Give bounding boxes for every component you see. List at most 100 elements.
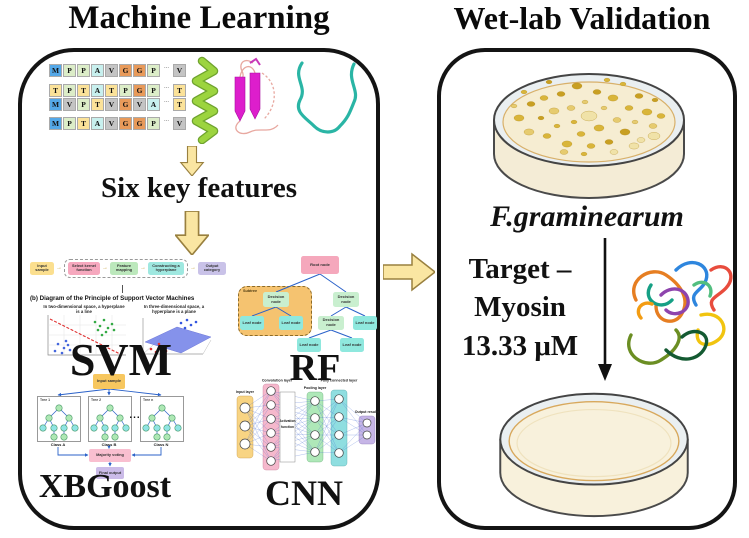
beta-sheet-icon — [234, 57, 279, 135]
six-key-features-label: Six key features — [100, 172, 297, 204]
residue-cell: M — [49, 117, 62, 130]
rf-decision-node: Decision node — [333, 292, 359, 307]
residue-cell: P — [147, 84, 160, 97]
xgboost-input-box: Input sample — [93, 374, 125, 389]
cnn-activation-label: Activation function — [280, 419, 296, 429]
target-annotation: Target – Myosin 13.33 μM — [440, 250, 600, 365]
tree-label: Tree 2 — [91, 398, 102, 402]
svm-caption: (b) Diagram of the Principle of Support … — [30, 295, 195, 302]
residue-cell: P — [63, 64, 76, 77]
xgboost-label: XBGoost — [38, 468, 172, 505]
residue-cell: G — [133, 117, 146, 130]
svm-label: SVM — [69, 334, 173, 385]
coil-structure-icon — [296, 61, 358, 134]
target-line-1: Target – — [468, 253, 572, 285]
petri-dish-empty — [499, 392, 689, 518]
residue-cell: T — [173, 98, 186, 111]
residue-cell: P — [147, 64, 160, 77]
rf-decision-node: Decision node — [263, 292, 289, 307]
residue-cell: T — [91, 98, 104, 111]
residue-cell: G — [119, 117, 132, 130]
cnn-conv-label: Convolution layer — [262, 379, 293, 383]
target-line-3: 13.33 μM — [461, 329, 579, 362]
residue-cell: T — [105, 84, 118, 97]
residue-cell: G — [133, 84, 146, 97]
residue-cell: P — [119, 84, 132, 97]
colonies — [510, 77, 666, 157]
tree-label: Tree 1 — [40, 398, 51, 402]
svm-flow-kernel: Select kernel function — [68, 262, 100, 275]
rf-label: RF — [289, 347, 341, 389]
residue-cell: P — [77, 98, 90, 111]
svm-3d-label: In three-dimensional space, a hyperplane… — [143, 304, 205, 315]
rf-connections — [251, 273, 366, 339]
residue-cell: M — [49, 98, 62, 111]
ml-title: Machine Learning — [68, 0, 330, 36]
svm-flowchart: Input sample → Select kernel function → … — [30, 259, 226, 278]
xgboost-diagram: Input sample Tree 1 Tree 2 ... Tree n Cl… — [30, 372, 190, 480]
residue-cell: A — [91, 64, 104, 77]
svm-flow-core: Select kernel function → Feature mapping… — [64, 259, 188, 278]
residue-cell: M — [49, 64, 62, 77]
cnn-fc-label: Fully connected layer — [321, 379, 358, 383]
xgboost-voting-box: Majority voting — [89, 449, 131, 462]
myosin-structure-icon — [627, 260, 733, 365]
rf-diagram: Subtree Root node Decision node Decision… — [237, 250, 389, 358]
residue-cell: T — [77, 117, 90, 130]
cnn-neurons — [239, 386, 372, 466]
rf-leaf-node: Leaf node — [279, 316, 303, 330]
wetlab-title: Wet-lab Validation — [453, 0, 711, 36]
residue-cell: V — [173, 64, 186, 77]
residue-cell: P — [63, 84, 76, 97]
svm-flow-hyperplane: Constructing a hyperplane — [148, 262, 184, 275]
ellipsis: ... — [129, 410, 141, 421]
alpha-helix-icon — [191, 56, 219, 144]
connector-line — [122, 285, 123, 293]
residue-cell: T — [49, 84, 62, 97]
petri-dish-colonies — [493, 73, 685, 199]
sequence-alignment: M P P A V G G P... V T P T A T P G P... T M V P T V G V A... T M P T A… — [49, 64, 186, 130]
rf-leaf-node: Leaf node — [340, 338, 364, 352]
residue-cell: A — [91, 117, 104, 130]
residue-cell: T — [173, 84, 186, 97]
target-line-2: Myosin — [474, 291, 566, 324]
down-arrow-icon — [179, 146, 205, 176]
residue-cell: P — [147, 117, 160, 130]
residue-cell: V — [63, 98, 76, 111]
cnn-pooling-label: Pooling layer — [304, 386, 327, 390]
xgboost-final-box: Final output — [96, 467, 124, 479]
svm-flow-mapping: Feature mapping — [110, 262, 138, 275]
residue-cell: G — [133, 64, 146, 77]
rf-root-node: Root node — [301, 256, 339, 274]
down-arrow-icon — [175, 211, 209, 255]
residue-cell: G — [119, 98, 132, 111]
rf-leaf-node: Leaf node — [240, 316, 264, 330]
residue-cell: V — [105, 64, 118, 77]
residue-cell: V — [133, 98, 146, 111]
organism-label: F.graminearum — [490, 200, 684, 233]
right-arrow-icon: → — [102, 265, 108, 272]
cnn-diagram: Activation function Input layer Convoluti… — [236, 379, 379, 471]
right-arrow-icon: → — [56, 265, 62, 272]
rf-decision-node: Decision node — [318, 316, 344, 330]
residue-cell: A — [91, 84, 104, 97]
svm-2d-label: In two-dimensional space, a hyperplane i… — [43, 304, 125, 315]
xgboost-class-b: Class B — [101, 442, 117, 447]
xgboost-class-a: Class A — [50, 442, 66, 447]
svm-flow-output: Output category — [198, 262, 226, 275]
residue-cell: V — [105, 117, 118, 130]
residue-cell: T — [77, 84, 90, 97]
residue-cell: P — [63, 117, 76, 130]
treatment-arrow-icon — [598, 238, 612, 381]
cnn-label: CNN — [265, 473, 343, 513]
residue-cell: G — [119, 64, 132, 77]
xgboost-tree-n: Tree n — [140, 396, 184, 442]
residue-cell: V — [105, 98, 118, 111]
svm-2d-plot — [47, 315, 126, 356]
residue-cell: P — [77, 64, 90, 77]
xgboost-class-n: Class N — [153, 442, 169, 447]
svm-3d-plot — [142, 318, 212, 355]
cnn-activation-box — [279, 391, 296, 463]
tree-label: Tree n — [143, 398, 154, 402]
